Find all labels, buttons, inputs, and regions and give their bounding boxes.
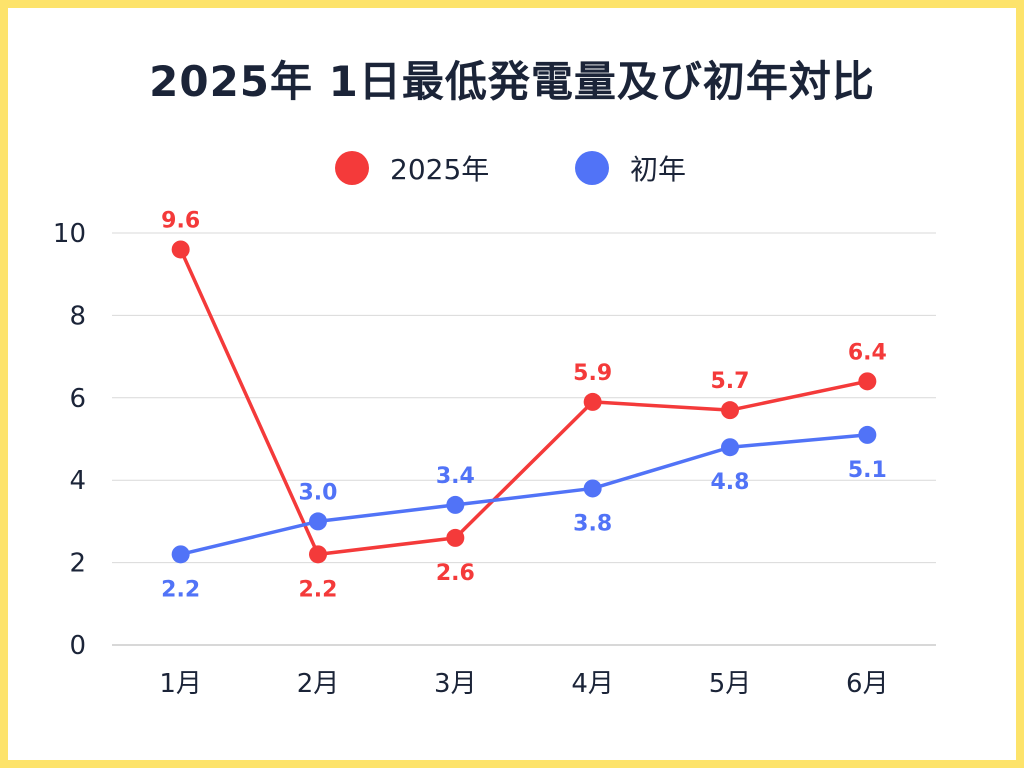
data-label: 5.9 bbox=[573, 361, 612, 386]
x-tick-label: 6月 bbox=[846, 669, 889, 699]
data-point bbox=[858, 425, 877, 444]
data-label: 5.7 bbox=[711, 369, 750, 394]
series-layer bbox=[171, 240, 877, 564]
data-label: 3.4 bbox=[436, 464, 475, 489]
series-line bbox=[178, 247, 870, 557]
y-tick-label: 8 bbox=[69, 301, 86, 331]
y-tick-label: 0 bbox=[69, 631, 86, 661]
data-point bbox=[171, 240, 190, 259]
x-tick-label: 5月 bbox=[709, 669, 752, 699]
data-point bbox=[446, 495, 465, 514]
data-point bbox=[171, 545, 190, 564]
legend-marker bbox=[335, 151, 369, 185]
data-label: 2.6 bbox=[436, 561, 475, 586]
data-point bbox=[583, 392, 602, 411]
data-point bbox=[309, 545, 327, 564]
data-label: 9.6 bbox=[161, 208, 200, 233]
data-label: 4.8 bbox=[711, 470, 750, 495]
x-axis-ticks: 1月 2月 3月 4月 5月 6月 bbox=[159, 669, 888, 699]
data-point bbox=[446, 528, 465, 547]
y-tick-label: 2 bbox=[69, 549, 86, 579]
legend-label: 初年 bbox=[630, 153, 686, 186]
legend-label: 2025年 bbox=[390, 153, 489, 186]
series-line bbox=[178, 433, 870, 557]
data-point bbox=[583, 479, 602, 498]
data-label: 2.2 bbox=[299, 577, 338, 602]
data-label: 2.2 bbox=[161, 577, 200, 602]
x-tick-label: 1月 bbox=[159, 669, 202, 699]
data-label: 5.1 bbox=[848, 458, 887, 483]
data-label: 6.4 bbox=[848, 340, 887, 365]
y-axis-ticks: 0 2 4 6 8 10 bbox=[53, 219, 86, 661]
data-point bbox=[721, 401, 739, 420]
data-labels: 9.6 2.2 2.6 5.9 5.7 6.4 2.2 3.0 3.4 3.8 4.8 5.1 bbox=[161, 208, 887, 602]
data-point bbox=[858, 372, 877, 391]
legend: 2025年 初年 bbox=[335, 151, 686, 186]
y-tick-label: 10 bbox=[53, 219, 86, 249]
y-tick-label: 6 bbox=[69, 384, 86, 414]
data-label: 3.0 bbox=[299, 480, 338, 505]
data-point bbox=[721, 438, 739, 457]
grid-lines bbox=[112, 232, 936, 646]
y-tick-label: 4 bbox=[69, 466, 86, 496]
data-point bbox=[309, 512, 327, 531]
legend-marker bbox=[575, 151, 609, 185]
x-tick-label: 2月 bbox=[297, 669, 340, 699]
chart-title: 2025年 1日最低発電量及び初年対比 bbox=[149, 57, 875, 106]
x-tick-label: 4月 bbox=[571, 669, 614, 699]
data-label: 3.8 bbox=[573, 511, 612, 536]
x-tick-label: 3月 bbox=[434, 669, 477, 699]
